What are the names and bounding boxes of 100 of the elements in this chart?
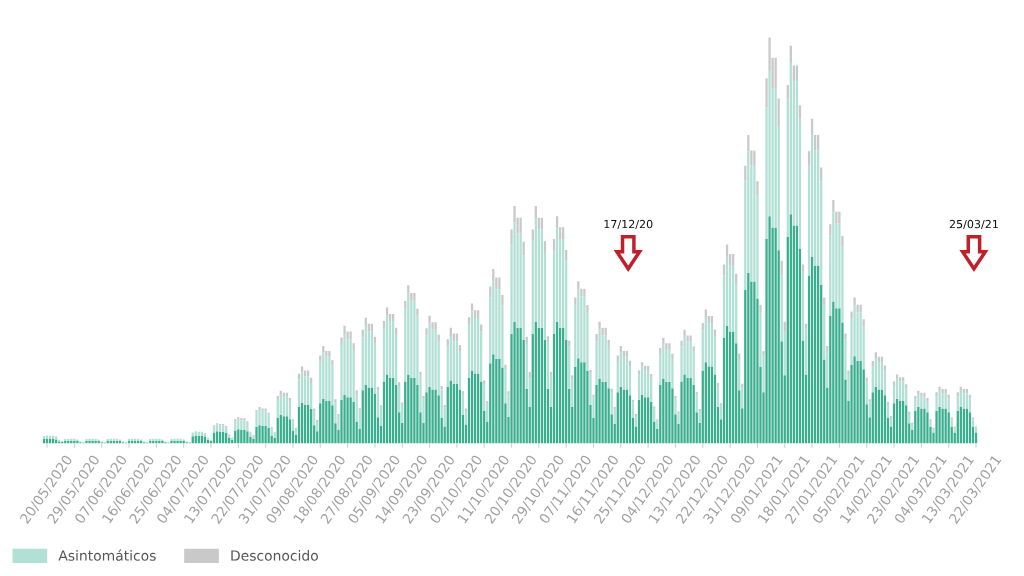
bar	[683, 329, 686, 336]
bar	[786, 85, 789, 100]
bar	[255, 426, 258, 444]
bar	[956, 392, 959, 397]
bar	[331, 360, 334, 366]
bar	[328, 350, 331, 357]
bar	[513, 321, 516, 444]
bar	[343, 394, 346, 444]
bar	[264, 410, 267, 427]
bar	[528, 372, 531, 377]
bar	[434, 322, 437, 330]
bar	[935, 392, 938, 397]
bar	[546, 336, 550, 343]
bar	[738, 353, 741, 360]
bar	[604, 327, 607, 336]
bar	[376, 387, 380, 391]
bar	[877, 362, 881, 390]
bar	[807, 151, 811, 166]
bar	[601, 381, 604, 444]
bar	[504, 364, 507, 371]
bar	[853, 297, 856, 306]
bar	[853, 356, 856, 444]
bar	[823, 297, 826, 305]
bar	[692, 346, 695, 352]
bar	[589, 370, 592, 374]
bar	[340, 399, 343, 444]
bar	[820, 167, 823, 182]
bar	[425, 328, 428, 336]
bar	[719, 403, 723, 406]
bar	[616, 355, 619, 362]
bar	[571, 375, 574, 379]
bar	[944, 393, 947, 409]
bar	[892, 381, 896, 386]
bar	[349, 331, 352, 340]
bar	[835, 211, 838, 224]
bar	[519, 327, 522, 444]
bar	[258, 406, 261, 410]
bar	[838, 211, 841, 224]
bar	[276, 396, 279, 400]
bar	[674, 396, 677, 399]
bar	[759, 304, 762, 312]
bar	[668, 343, 671, 349]
bar	[926, 412, 929, 444]
bar	[680, 340, 683, 347]
bar	[801, 264, 805, 272]
bar	[255, 412, 258, 427]
bar	[203, 432, 207, 437]
bar	[349, 339, 352, 398]
bar	[346, 397, 349, 444]
bar	[246, 422, 249, 432]
bar	[467, 317, 471, 325]
bar	[902, 381, 905, 401]
bar	[303, 370, 307, 377]
bar	[440, 385, 443, 390]
bar	[586, 305, 589, 312]
bar	[953, 427, 956, 433]
bar	[267, 414, 270, 429]
bar	[501, 294, 504, 306]
bar	[261, 410, 264, 427]
bar	[716, 383, 720, 387]
bar	[762, 350, 765, 356]
bar	[510, 229, 513, 245]
bar	[838, 308, 841, 444]
bar	[935, 410, 938, 444]
bar	[431, 389, 434, 444]
bar	[225, 427, 228, 433]
bar	[258, 425, 261, 444]
bar	[756, 181, 759, 196]
bar	[677, 411, 680, 414]
bar	[246, 431, 249, 444]
bar	[844, 333, 847, 340]
bar	[926, 398, 929, 402]
bar	[543, 241, 547, 252]
bar	[42, 436, 46, 440]
bar	[804, 323, 808, 329]
bar	[929, 421, 932, 427]
bar	[938, 390, 941, 407]
bar	[929, 419, 932, 422]
bar	[923, 396, 926, 409]
legend-label: Asintomáticos	[58, 549, 156, 561]
bar	[650, 374, 653, 378]
bar	[923, 392, 926, 397]
bar	[659, 348, 662, 354]
bar	[753, 150, 756, 166]
bar	[574, 297, 577, 305]
annotation: 25/03/21	[949, 219, 998, 230]
bar	[300, 372, 304, 403]
bar	[379, 405, 383, 408]
bar	[340, 337, 343, 345]
bar	[631, 399, 635, 403]
bar	[434, 389, 437, 444]
bar	[319, 355, 322, 362]
bar	[306, 370, 310, 377]
bar	[886, 402, 890, 405]
bar	[625, 350, 629, 357]
bar	[549, 372, 553, 376]
bar	[419, 372, 422, 376]
bar	[826, 346, 829, 351]
bar	[486, 401, 489, 404]
bar	[331, 405, 334, 444]
